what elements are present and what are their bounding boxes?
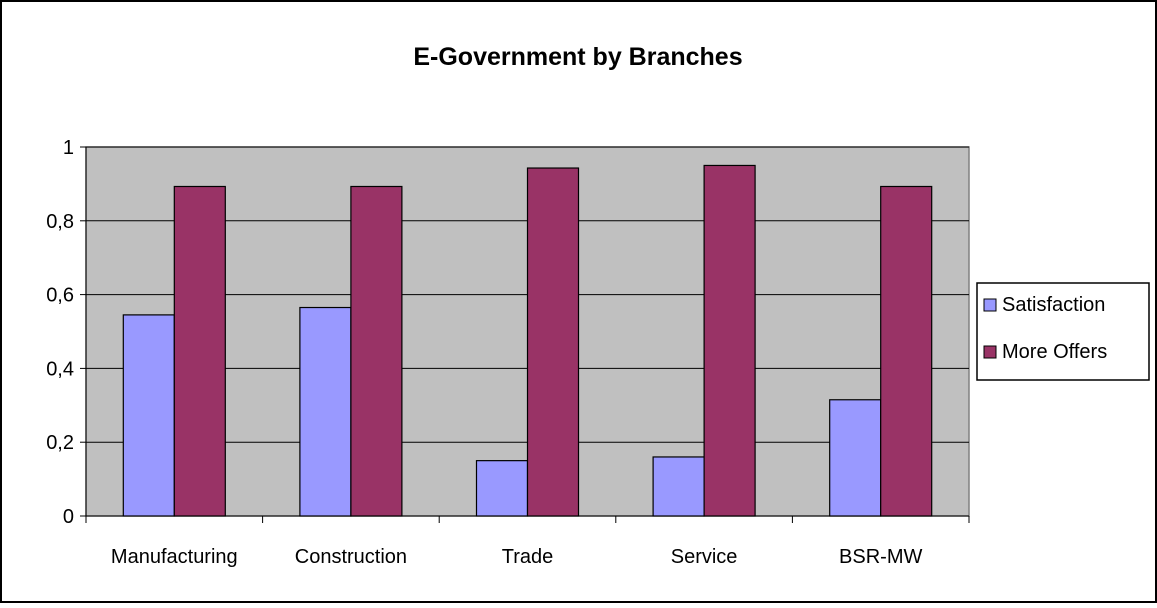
x-category-label: Manufacturing — [111, 546, 238, 568]
x-category-label: Construction — [295, 546, 407, 568]
legend-label: Satisfaction — [1002, 294, 1105, 316]
legend: Satisfaction More Offers — [976, 282, 1150, 381]
x-category-label: BSR-MW — [839, 546, 922, 568]
y-tick-label: 0,2 — [46, 432, 74, 454]
legend-box — [976, 282, 1150, 381]
bar-more-offers — [526, 167, 580, 517]
y-tick-label: 0,8 — [46, 211, 74, 233]
x-category-label: Service — [671, 546, 738, 568]
bar-more-offers — [350, 185, 403, 517]
bar-satisfaction — [829, 399, 882, 517]
bar-satisfaction — [652, 456, 705, 517]
axes: 0 0,2 0,4 0,6 0,8 1 Manufacturing Construction T… — [46, 137, 970, 568]
legend-swatch — [983, 345, 997, 359]
bar-satisfaction — [475, 460, 529, 517]
chart-title: E-Government by Branches — [413, 43, 742, 71]
bar-satisfaction — [122, 314, 175, 517]
x-category-label: Trade — [502, 546, 554, 568]
legend-label: More Offers — [1002, 341, 1107, 363]
y-tick-label: 0,6 — [46, 285, 74, 307]
bar-more-offers — [173, 185, 226, 517]
y-tick-label: 0 — [63, 506, 74, 528]
bar-more-offers — [703, 164, 756, 517]
y-tick-label: 0,4 — [46, 358, 74, 380]
bar-satisfaction — [299, 306, 352, 517]
bar-more-offers — [880, 185, 933, 517]
bars — [122, 164, 933, 517]
legend-swatch — [983, 298, 997, 312]
y-tick-label: 1 — [63, 137, 74, 159]
